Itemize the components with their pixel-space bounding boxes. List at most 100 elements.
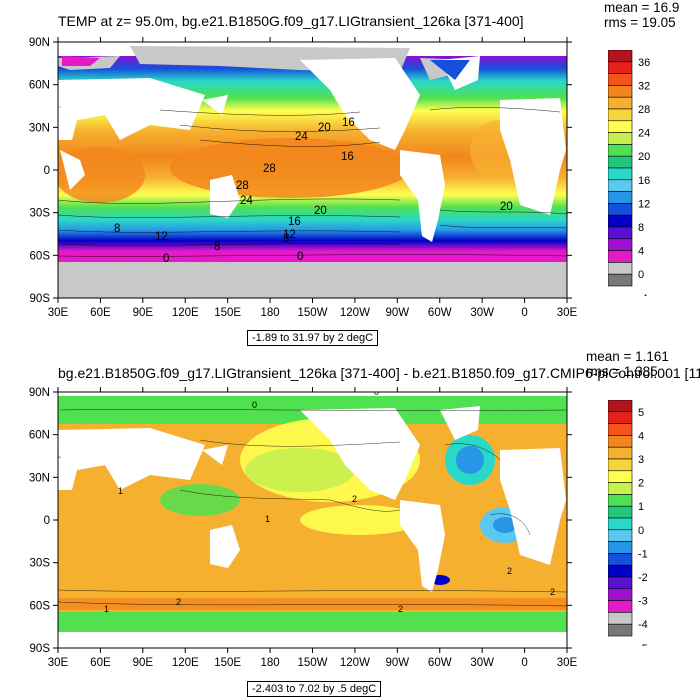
colorbar-swatch bbox=[607, 435, 633, 448]
x-tick-label: 60E bbox=[90, 657, 111, 669]
map-plot: 0 0 1 1 2 2 2 2 2 1 30E 60E 90E 120E 150E 180… bbox=[29, 387, 578, 669]
contour-label: 16 bbox=[341, 151, 354, 163]
contour-label: 8 bbox=[283, 233, 289, 245]
x-tick-label: 60W bbox=[428, 657, 452, 669]
colorbar-swatch bbox=[607, 179, 633, 192]
contour-label: 2 bbox=[550, 587, 555, 597]
contour-label: 28 bbox=[236, 180, 249, 192]
x-tick-label: 90E bbox=[133, 657, 154, 669]
map-field: 20 16 24 28 28 24 20 16 12 8 12 8 8 0 0 … bbox=[58, 42, 567, 298]
contour-label: 28 bbox=[263, 163, 276, 175]
colorbar-label: 5 bbox=[638, 407, 644, 419]
colorbar: 5 4 3 2 1 0 -1 -2 -3 -4 -5 bbox=[607, 399, 678, 655]
contour-label: 12 bbox=[155, 231, 168, 243]
contour-label: 2 bbox=[176, 597, 181, 607]
contour-label: 20 bbox=[318, 122, 331, 134]
colorbar-label: 12 bbox=[638, 198, 650, 210]
y-tick-label: 30N bbox=[29, 122, 50, 134]
colorbar-swatch bbox=[607, 458, 633, 472]
rms-stat: rms = 1.385 bbox=[586, 364, 658, 379]
contour-label: 8 bbox=[114, 223, 120, 235]
contour-label: 1 bbox=[118, 486, 123, 496]
contour-label: 2 bbox=[398, 604, 403, 614]
y-tick-label: 90S bbox=[30, 643, 51, 655]
colorbar-label: 16 bbox=[638, 175, 650, 187]
colorbar-swatch bbox=[607, 61, 633, 74]
colorbar-swatch bbox=[607, 576, 633, 590]
colorbar-swatch bbox=[607, 155, 633, 169]
rms-stat: rms = 19.05 bbox=[604, 15, 676, 30]
colorbar-swatch bbox=[607, 623, 633, 637]
colorbar-label: -5 bbox=[638, 643, 648, 646]
colorbar-swatch bbox=[607, 108, 633, 122]
map-field: 0 0 1 1 2 2 2 2 2 1 bbox=[58, 392, 567, 648]
colorbar-label: 32 bbox=[638, 80, 650, 92]
x-tick-label: 30E bbox=[48, 307, 69, 319]
colorbar-swatch bbox=[607, 494, 633, 507]
contour-label: 24 bbox=[295, 131, 308, 143]
x-tick-label: 30E bbox=[557, 657, 578, 669]
y-tick-label: 90N bbox=[29, 37, 50, 49]
colorbar-label: 24 bbox=[638, 128, 650, 140]
colorbar-swatch bbox=[607, 399, 633, 413]
x-tick-label: 180 bbox=[260, 307, 279, 319]
map-plot: 20 16 24 28 28 24 20 16 12 8 12 8 8 0 0 … bbox=[29, 37, 578, 319]
x-tick-label: 180 bbox=[260, 657, 279, 669]
axis-ticks: 30E 60E 90E 120E 150E 180 150W 120W 90W 60W 30W 0 30… bbox=[29, 37, 578, 319]
colorbar-label: 8 bbox=[638, 222, 644, 234]
colorbar-swatch bbox=[607, 262, 633, 275]
contour-label: 16 bbox=[288, 216, 301, 228]
colorbar-label: 20 bbox=[638, 151, 650, 163]
x-tick-label: 120E bbox=[172, 307, 199, 319]
x-tick-label: 30W bbox=[470, 307, 494, 319]
panel-title: bg.e21.B1850G.f09_g17.LIGtransient_126ka… bbox=[58, 365, 700, 381]
colorbar-swatch bbox=[607, 553, 633, 566]
y-tick-label: 0 bbox=[44, 165, 50, 177]
subtitle-box: -1.89 to 31.97 by 2 degC bbox=[247, 330, 379, 346]
colorbar-label: 0 bbox=[638, 269, 644, 281]
y-tick-label: 60N bbox=[29, 80, 50, 92]
colorbar-swatch bbox=[607, 529, 633, 542]
colorbar-label: 4 bbox=[638, 246, 644, 258]
contour-label: 0 bbox=[252, 400, 257, 410]
colorbar-svg: 36 32 28 24 20 16 12 8 4 0 -4 bbox=[607, 49, 650, 305]
colorbar-swatch bbox=[607, 132, 633, 145]
colorbar-label: -1 bbox=[638, 548, 648, 560]
mean-stat: mean = 16.9 bbox=[604, 0, 680, 15]
colorbar-swatch bbox=[607, 73, 633, 86]
mean-stat: mean = 1.161 bbox=[586, 349, 669, 364]
colorbar-label: 36 bbox=[638, 57, 650, 69]
colorbar-swatch bbox=[607, 600, 633, 613]
colorbar-swatch bbox=[607, 446, 633, 460]
contour-label: 20 bbox=[500, 201, 513, 213]
x-tick-label: 150W bbox=[297, 657, 327, 669]
colorbar-swatch bbox=[607, 541, 633, 554]
contour-label: 24 bbox=[240, 195, 253, 207]
colorbar-label: -2 bbox=[638, 572, 648, 584]
x-tick-label: 30W bbox=[470, 657, 494, 669]
contour-label: 8 bbox=[214, 241, 220, 253]
x-tick-label: 30E bbox=[557, 307, 578, 319]
colorbar-swatch bbox=[607, 203, 633, 216]
contour-labels: 0 0 1 1 2 2 2 2 2 1 bbox=[104, 392, 555, 614]
x-tick-label: 120W bbox=[340, 307, 370, 319]
colorbar-swatch bbox=[607, 85, 633, 98]
contour-labels: 20 16 24 28 28 24 20 16 12 8 12 8 8 0 0 … bbox=[114, 117, 513, 265]
colorbar-swatch bbox=[607, 226, 633, 240]
panel-title: TEMP at z= 95.0m, bg.e21.B1850G.f09_g17.… bbox=[58, 13, 524, 29]
colorbar-swatch bbox=[607, 120, 633, 133]
colorbar-swatch bbox=[607, 167, 633, 181]
x-tick-label: 150E bbox=[214, 307, 241, 319]
colorbar-swatch bbox=[607, 482, 633, 495]
y-tick-label: 0 bbox=[44, 515, 50, 527]
x-tick-label: 0 bbox=[521, 307, 527, 319]
colorbar-label: 3 bbox=[638, 454, 644, 466]
x-tick-label: 60E bbox=[90, 307, 111, 319]
colorbar-swatch bbox=[607, 612, 633, 625]
x-tick-label: 0 bbox=[521, 657, 527, 669]
contour-label: 2 bbox=[507, 566, 512, 576]
axis-ticks: 30E 60E 90E 120E 150E 180 150W 120W 90W 60W 30W 0 30… bbox=[29, 387, 578, 669]
colorbar-swatch bbox=[607, 273, 633, 287]
y-tick-label: 60S bbox=[30, 250, 51, 262]
colorbar-label: 2 bbox=[638, 478, 644, 490]
